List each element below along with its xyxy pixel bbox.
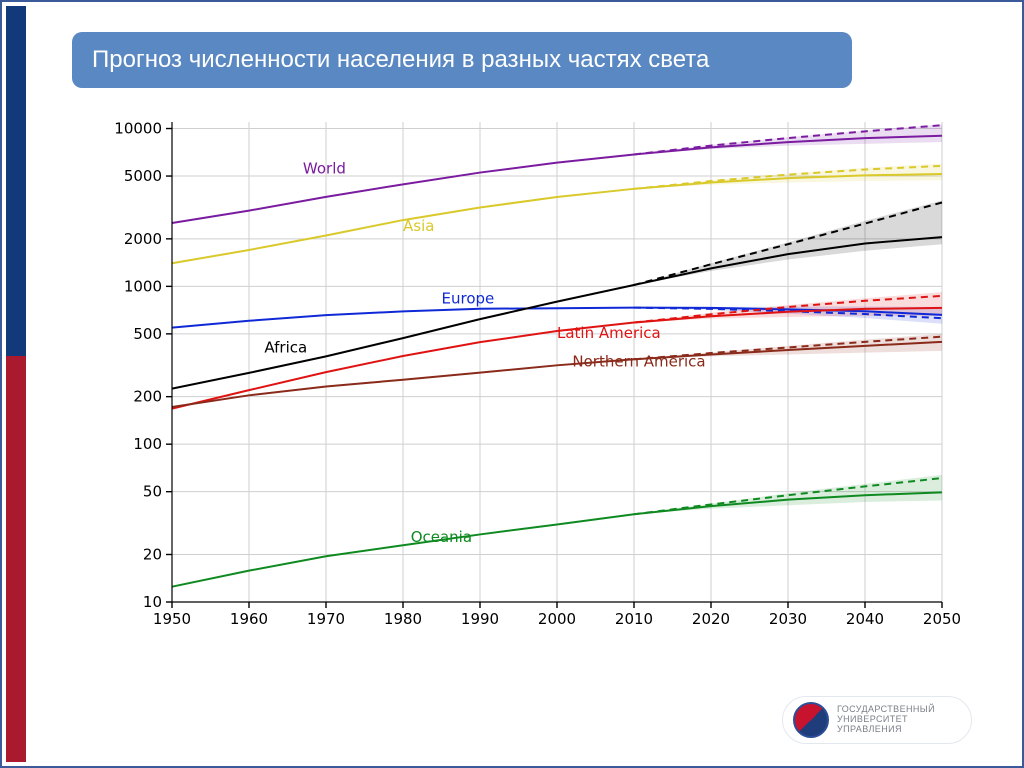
svg-text:10: 10 xyxy=(143,593,162,611)
svg-text:2000: 2000 xyxy=(538,610,576,628)
university-badge-icon xyxy=(793,702,829,738)
slide: Прогноз численности населения в разных ч… xyxy=(0,0,1024,768)
svg-text:2020: 2020 xyxy=(692,610,730,628)
svg-text:Asia: Asia xyxy=(403,217,434,235)
title-box: Прогноз численности населения в разных ч… xyxy=(72,32,852,88)
svg-text:2010: 2010 xyxy=(615,610,653,628)
svg-text:Africa: Africa xyxy=(264,339,307,357)
svg-text:200: 200 xyxy=(133,388,162,406)
svg-text:500: 500 xyxy=(133,325,162,343)
footer-line3: УПРАВЛЕНИЯ xyxy=(837,725,935,735)
svg-text:2000: 2000 xyxy=(124,230,162,248)
svg-text:1000: 1000 xyxy=(124,277,162,295)
chart-svg: World Asia Europe Africa Latin America Northe… xyxy=(102,112,962,632)
svg-text:2030: 2030 xyxy=(769,610,807,628)
svg-text:1970: 1970 xyxy=(307,610,345,628)
page-title: Прогноз численности населения в разных ч… xyxy=(92,46,709,74)
svg-text:1990: 1990 xyxy=(461,610,499,628)
svg-text:2050: 2050 xyxy=(923,610,961,628)
svg-text:1950: 1950 xyxy=(153,610,191,628)
svg-text:100: 100 xyxy=(133,435,162,453)
footer-logo: ГОСУДАРСТВЕННЫЙ УНИВЕРСИТЕТ УПРАВЛЕНИЯ xyxy=(782,696,972,744)
side-stripe-blue xyxy=(6,6,26,356)
svg-text:World: World xyxy=(303,159,346,177)
svg-text:5000: 5000 xyxy=(124,167,162,185)
svg-text:Oceania: Oceania xyxy=(411,528,472,546)
svg-text:2040: 2040 xyxy=(846,610,884,628)
svg-text:Latin America: Latin America xyxy=(557,324,661,342)
svg-text:10000: 10000 xyxy=(114,120,162,138)
svg-text:Europe: Europe xyxy=(442,289,495,307)
svg-text:20: 20 xyxy=(143,545,162,563)
footer-text: ГОСУДАРСТВЕННЫЙ УНИВЕРСИТЕТ УПРАВЛЕНИЯ xyxy=(837,705,935,735)
svg-text:1980: 1980 xyxy=(384,610,422,628)
population-chart: World Asia Europe Africa Latin America Northe… xyxy=(102,112,962,632)
svg-text:50: 50 xyxy=(143,483,162,501)
svg-text:1960: 1960 xyxy=(230,610,268,628)
svg-text:Northern America: Northern America xyxy=(572,353,705,371)
